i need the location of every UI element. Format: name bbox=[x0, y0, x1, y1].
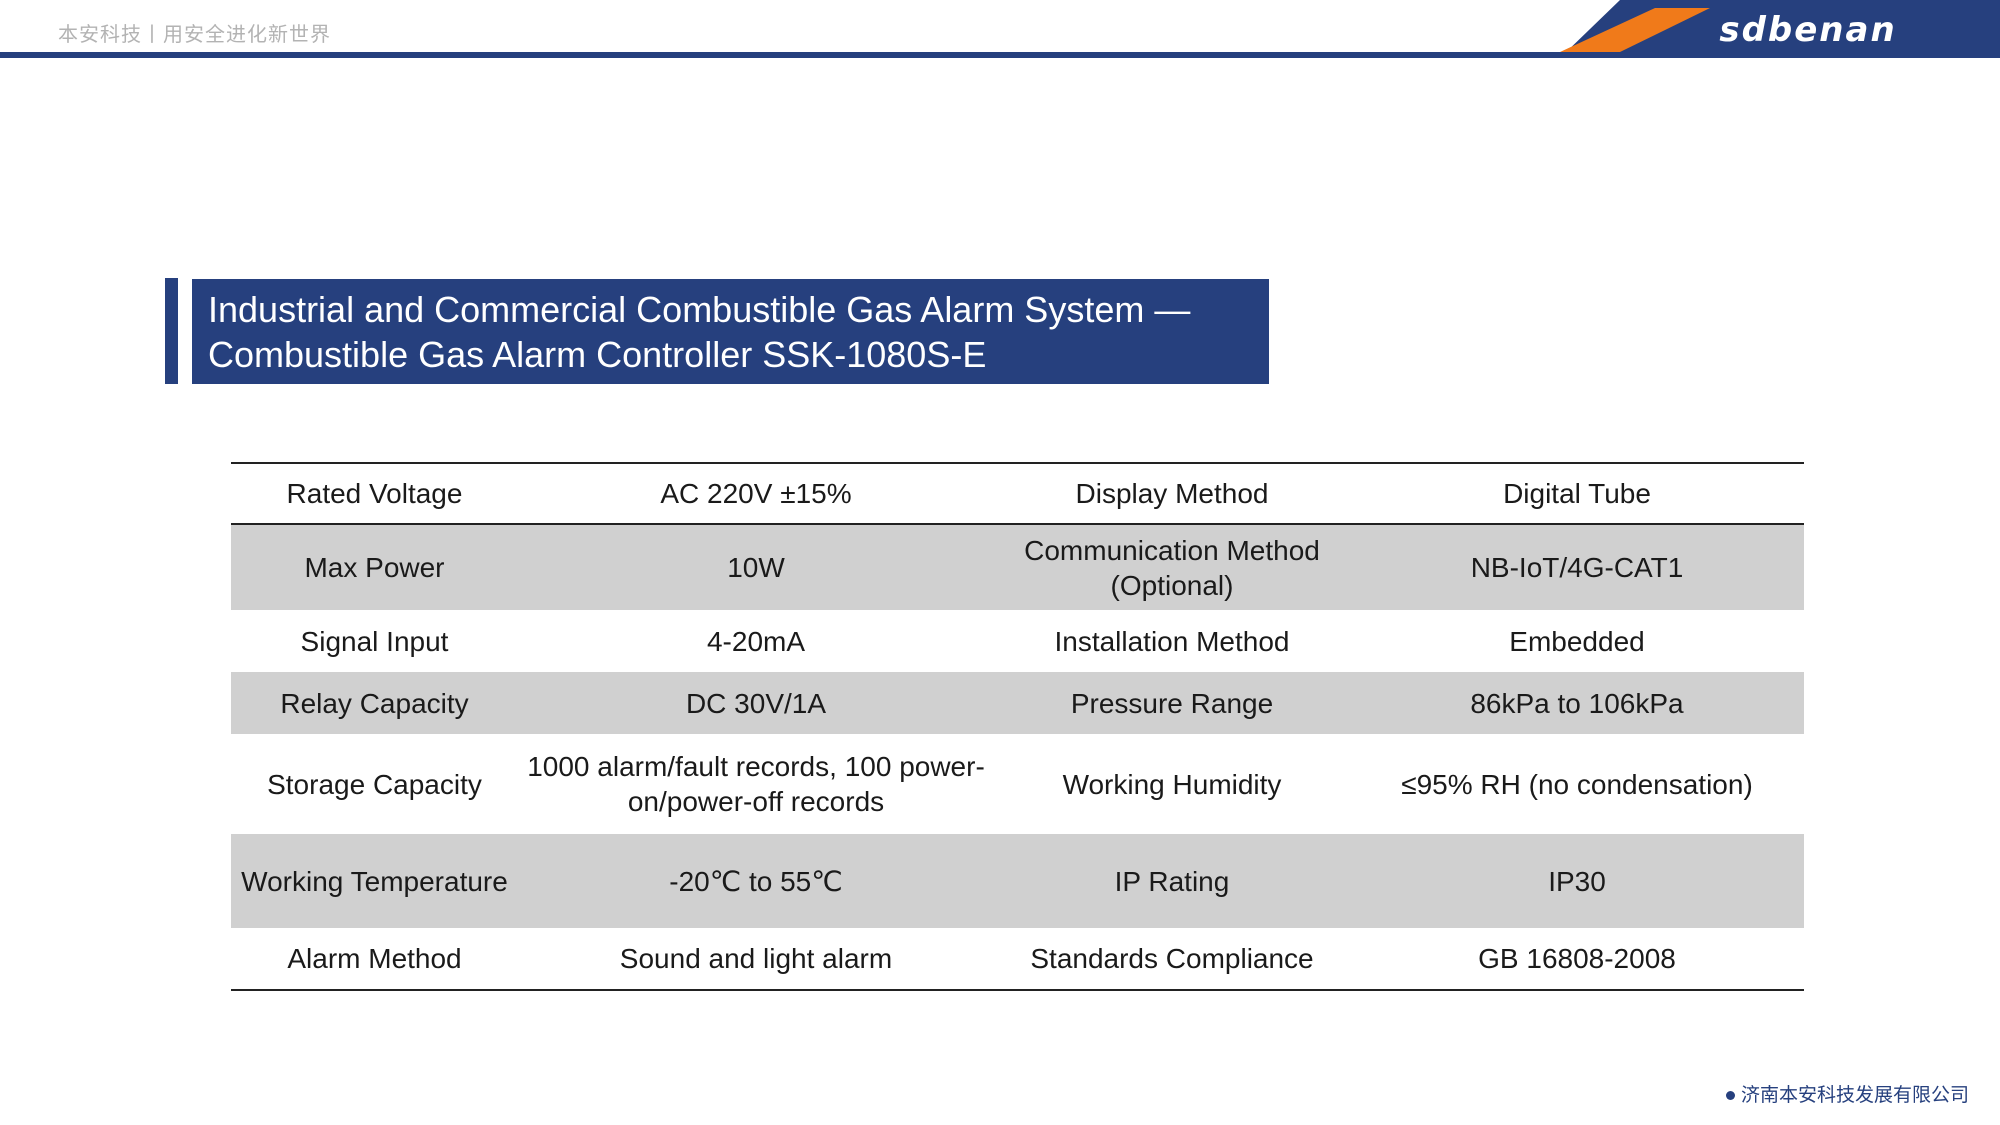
page-title: Industrial and Commercial Combustible Ga… bbox=[192, 279, 1269, 384]
spec-label: Pressure Range bbox=[994, 672, 1350, 734]
footer-company: 济南本安科技发展有限公司 bbox=[1726, 1080, 1969, 1107]
spec-label: IP Rating bbox=[994, 834, 1350, 928]
table-row: Max Power 10W Communication Method (Opti… bbox=[231, 524, 1804, 610]
table-row: Working Temperature -20℃ to 55℃ IP Ratin… bbox=[231, 834, 1804, 928]
spec-label: Storage Capacity bbox=[267, 768, 482, 800]
spec-value: IP30 bbox=[1350, 834, 1804, 928]
table-row: Storage Capacity 1000 alarm/fault record… bbox=[231, 734, 1804, 834]
spec-label: Signal Input bbox=[300, 625, 449, 657]
spec-label: Working Humidity bbox=[1062, 768, 1282, 800]
spec-label: Relay Capacity bbox=[231, 672, 518, 734]
spec-value: NB-IoT/4G-CAT1 bbox=[1350, 524, 1804, 610]
spec-label: Display Method bbox=[994, 463, 1350, 525]
page-title-line-1: Industrial and Commercial Combustible Ga… bbox=[208, 289, 1191, 330]
spec-label: Installation Method bbox=[1054, 625, 1290, 657]
spec-label: Max Power bbox=[231, 524, 518, 610]
spec-value: Sound and light alarm bbox=[619, 943, 893, 974]
spec-value: Embedded bbox=[1509, 625, 1645, 657]
table-row: Rated Voltage AC 220V ±15% Display Metho… bbox=[231, 463, 1804, 525]
spec-value: 86kPa to 106kPa bbox=[1350, 672, 1804, 734]
table-row: Relay Capacity DC 30V/1A Pressure Range … bbox=[231, 672, 1804, 734]
spec-label: Rated Voltage bbox=[231, 463, 518, 525]
spec-label: Working Temperature bbox=[231, 834, 518, 928]
table-row: Signal Input 4-20mA Installation Method … bbox=[231, 610, 1804, 672]
page-title-line-2: Combustible Gas Alarm Controller SSK-108… bbox=[208, 334, 987, 375]
spec-label: Alarm Method bbox=[287, 943, 462, 974]
title-accent-bar bbox=[165, 278, 178, 384]
brand-logo: sdbenan bbox=[1719, 10, 1897, 50]
spec-value: AC 220V ±15% bbox=[518, 463, 994, 525]
table-row: Alarm Method Sound and light alarm Stand… bbox=[231, 928, 1804, 990]
spec-value: ≤95% RH (no condensation) bbox=[1401, 768, 1753, 800]
footer-company-name: 济南本安科技发展有限公司 bbox=[1741, 1085, 1970, 1106]
header-divider bbox=[0, 52, 2000, 58]
spec-label: Standards Compliance bbox=[1030, 943, 1314, 974]
spec-label: Communication Method (Optional) bbox=[994, 524, 1350, 610]
spec-value: 4-20mA bbox=[706, 625, 806, 657]
spec-value: DC 30V/1A bbox=[518, 672, 994, 734]
spec-value: 10W bbox=[518, 524, 994, 610]
spec-value: -20℃ to 55℃ bbox=[518, 834, 994, 928]
header-tagline: 本安科技丨用安全进化新世界 bbox=[58, 22, 331, 46]
bullet-icon bbox=[1726, 1091, 1735, 1101]
spec-value: GB 16808-2008 bbox=[1478, 943, 1676, 974]
spec-value: Digital Tube bbox=[1350, 463, 1804, 525]
specifications-table: Rated Voltage AC 220V ±15% Display Metho… bbox=[231, 462, 1804, 991]
spec-value: 1000 alarm/fault records, 100 power-on/p… bbox=[527, 751, 985, 817]
